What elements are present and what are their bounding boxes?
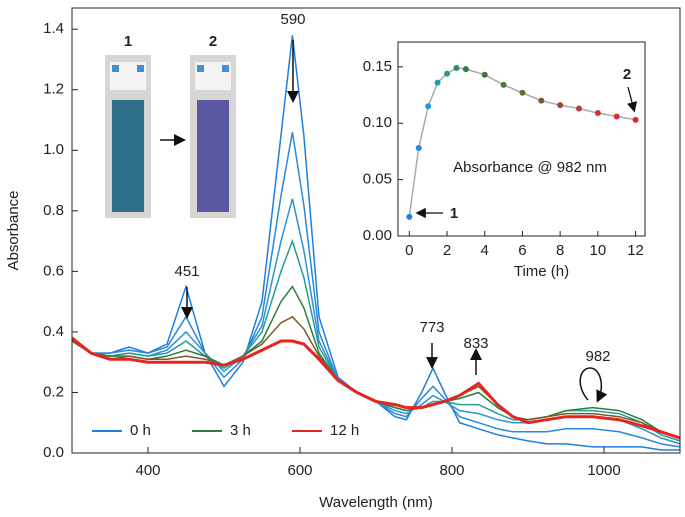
- legend-label: 12 h: [330, 422, 359, 439]
- cuvette-photos: [105, 55, 236, 218]
- inset-point: [576, 105, 583, 112]
- y-tick-label: 0.8: [43, 202, 64, 219]
- x-tick-label: 600: [287, 462, 312, 479]
- y-tick-label: 1.2: [43, 81, 64, 98]
- inset-point: [425, 103, 432, 110]
- inset-point: [519, 89, 526, 96]
- x-tick-label: 400: [135, 462, 160, 479]
- inset-point: [613, 113, 620, 120]
- inset-point: [481, 71, 488, 78]
- peak-label: 773: [419, 319, 444, 336]
- spectrum-line: [71, 336, 681, 440]
- x-tick-label: 8: [556, 242, 564, 259]
- inset-point: [538, 97, 545, 104]
- x-tick-label: 1000: [587, 462, 620, 479]
- inset-annotation: Absorbance @ 982 nm: [453, 159, 607, 176]
- spectrum-line: [71, 315, 681, 439]
- y-tick-label: 1.0: [43, 141, 64, 158]
- photo-label: 1: [124, 33, 132, 50]
- x-tick-label: 0: [405, 242, 413, 259]
- y-tick-label: 0.00: [363, 227, 392, 244]
- x-axis-label: Wavelength (nm): [319, 494, 433, 511]
- inset-background: [397, 41, 646, 237]
- inset-x-label: Time (h): [514, 263, 569, 280]
- inset-point: [500, 81, 507, 88]
- peak-label: 982: [585, 348, 610, 365]
- x-tick-label: 4: [481, 242, 489, 259]
- inset-point: [415, 145, 422, 152]
- peak-label: 451: [174, 263, 199, 280]
- x-tick-label: 6: [518, 242, 526, 259]
- y-tick-label: 0.10: [363, 114, 392, 131]
- inset-point: [453, 64, 460, 71]
- y-tick-label: 0.15: [363, 58, 392, 75]
- legend-label: 3 h: [230, 422, 251, 439]
- photo-label: 2: [209, 33, 217, 50]
- inset-line: [408, 67, 636, 217]
- x-tick-label: 800: [439, 462, 464, 479]
- spectrum-line: [71, 238, 681, 442]
- y-axis-label: Absorbance: [5, 190, 22, 270]
- inset-point: [557, 102, 564, 109]
- inset-point: [594, 110, 601, 117]
- peak-label: 590: [280, 11, 305, 28]
- legend-label: 0 h: [130, 422, 151, 439]
- inset-point: [406, 213, 413, 220]
- x-tick-label: 12: [627, 242, 644, 259]
- y-tick-label: 0.0: [43, 444, 64, 461]
- inset-point: [632, 116, 639, 123]
- plot-frame: [71, 7, 681, 454]
- peak-arrow: [579, 367, 608, 403]
- inset-point: [462, 66, 469, 73]
- y-tick-label: 0.6: [43, 262, 64, 279]
- inset-point: [444, 70, 451, 77]
- y-tick-label: 0.2: [43, 383, 64, 400]
- y-tick-label: 1.4: [43, 20, 64, 37]
- point-label: 2: [623, 66, 631, 83]
- y-tick-label: 0.4: [43, 323, 64, 340]
- peak-label: 833: [463, 335, 488, 352]
- y-tick-label: 0.05: [363, 171, 392, 188]
- point-label: 1: [450, 205, 458, 222]
- x-tick-label: 2: [443, 242, 451, 259]
- point-arrow: [626, 86, 638, 113]
- x-tick-label: 10: [590, 242, 607, 259]
- inset-point: [434, 79, 441, 86]
